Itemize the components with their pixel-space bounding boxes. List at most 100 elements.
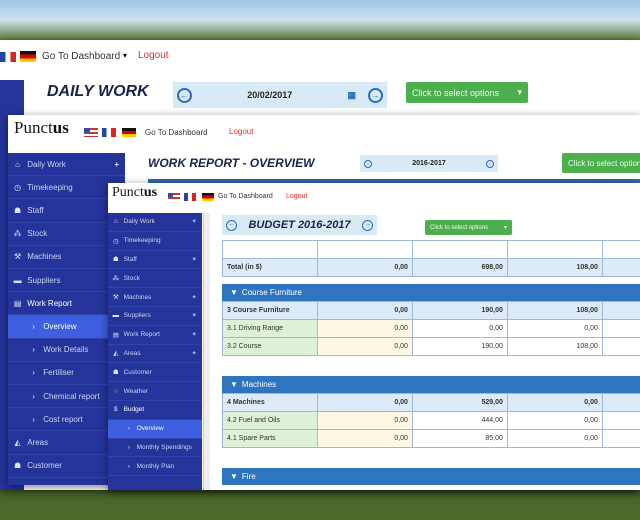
- sidebar-item-monthly-plan[interactable]: › Monthly Plan: [108, 457, 202, 477]
- sidebar-item-label: Staff: [27, 205, 44, 215]
- sidebar-item-areas[interactable]: ◭ Areas +: [108, 345, 202, 364]
- section-header-machines[interactable]: ▼ Machines: [222, 376, 640, 393]
- select-options-button[interactable]: Click to select options: [562, 153, 640, 173]
- section-header-fire[interactable]: ▼ Fire: [222, 468, 640, 485]
- sidebar-item-customer[interactable]: ☗ Customer: [108, 363, 202, 383]
- scrollbar[interactable]: [203, 213, 210, 490]
- sidebar-item-label: Work Details: [43, 345, 89, 355]
- flag-fr-icon[interactable]: [102, 128, 116, 137]
- prev-arrow-icon[interactable]: -: [364, 159, 372, 168]
- select-options-button[interactable]: Click to select options ▾: [425, 220, 512, 235]
- table-cell[interactable]: 0,00: [316, 429, 413, 448]
- caret-down-icon[interactable]: ▾: [123, 51, 128, 60]
- sidebar-item-daily-work[interactable]: ⌂ Daily Work +: [108, 213, 202, 232]
- table-cell: 0,00: [411, 319, 508, 338]
- table-cell[interactable]: 0,00: [316, 337, 413, 356]
- sidebar-item-label: Customer: [27, 461, 62, 471]
- sidebar-item-timekeeping[interactable]: ◷ Timekeeping: [108, 232, 202, 251]
- sidebar-item-label: Daily Work: [123, 218, 155, 226]
- sidebar-item-cost-report[interactable]: › Cost report: [8, 408, 125, 432]
- flag-fr-icon[interactable]: [0, 52, 16, 62]
- sidebar-item-timekeeping[interactable]: ◷ Timekeeping: [8, 176, 125, 200]
- expand-plus-icon[interactable]: +: [192, 331, 196, 339]
- logout-link[interactable]: Logout: [138, 50, 169, 61]
- expand-plus-icon[interactable]: +: [192, 293, 196, 301]
- sidebar-item-fertiliser[interactable]: › Fertiliser: [8, 362, 125, 385]
- flag-fr-icon[interactable]: [184, 193, 196, 201]
- flag-de-icon[interactable]: [20, 51, 36, 62]
- go-to-dashboard-link[interactable]: Go To Dashboard: [42, 51, 121, 62]
- clock-icon: ◷: [112, 237, 119, 245]
- sidebar-item-monthly-spendings[interactable]: › Monthly Spendings: [108, 439, 202, 458]
- sidebar-item-label: Staff: [123, 255, 137, 263]
- sidebar-item-stock[interactable]: ⁂ Stock: [108, 269, 202, 289]
- sidebar-item-chemical-report[interactable]: › Chemical report: [8, 385, 125, 409]
- punctus-logo: Punctus: [112, 185, 158, 200]
- expand-plus-icon[interactable]: +: [192, 349, 196, 357]
- sidebar-item-daily-work[interactable]: ⌂ Daily Work +: [8, 153, 125, 177]
- sidebar-item-work-report[interactable]: ▤ Work Report: [8, 292, 125, 316]
- expand-plus-icon[interactable]: +: [192, 312, 196, 320]
- table-cell: Total (in $): [222, 258, 318, 277]
- sidebar-item-machines[interactable]: ⚒ Machines: [8, 246, 125, 269]
- users-icon: ☗: [14, 461, 22, 471]
- sidebar-item-work-details[interactable]: › Work Details: [8, 339, 125, 362]
- home-icon: ⌂: [15, 159, 21, 169]
- sidebar-item-stock[interactable]: ⁂ Stock: [8, 223, 125, 246]
- expand-plus-icon[interactable]: +: [192, 218, 196, 226]
- sidebar-item-staff[interactable]: ☗ Staff: [8, 199, 125, 223]
- sidebar-item-budget[interactable]: $ Budget: [108, 401, 202, 420]
- table-cell: [411, 240, 508, 259]
- table-cell: 0,00: [316, 301, 413, 320]
- sidebar-item-overview[interactable]: › Overview: [108, 419, 202, 439]
- logout-link[interactable]: Logout: [286, 193, 308, 200]
- sidebar-item-machines[interactable]: ⚒ Machines +: [108, 288, 202, 307]
- chart-area-icon: ◭: [14, 437, 21, 447]
- table-cell: 3.1 Driving Range: [222, 319, 318, 338]
- sidebar-item-areas[interactable]: ◭ Areas: [8, 431, 125, 455]
- next-arrow-icon[interactable]: →: [368, 87, 383, 103]
- table-cell: [506, 240, 603, 259]
- section-header-course-furniture[interactable]: ▼ Course Furniture: [222, 284, 640, 301]
- select-options-button[interactable]: Click to select options ▾: [406, 82, 528, 103]
- sidebar-item-label: Timekeeping: [27, 182, 73, 192]
- table-cell: 108,00: [506, 258, 603, 277]
- go-to-dashboard-link[interactable]: Go To Dashboard: [218, 193, 273, 200]
- flag-us-icon[interactable]: [168, 193, 180, 201]
- table-cell: 444,00: [411, 411, 508, 430]
- year-picker: - 2016-2017 -: [360, 155, 498, 172]
- sidebar-item-work-report[interactable]: ▤ Work Report +: [108, 326, 202, 345]
- sidebar-item-label: Suppliers: [123, 312, 151, 320]
- page-title: DAILY WORK: [47, 83, 149, 100]
- prev-arrow-icon[interactable]: ←: [177, 87, 192, 103]
- sidebar-item-label: Customer: [123, 368, 152, 376]
- prev-arrow-icon[interactable]: ←: [226, 219, 237, 231]
- flag-de-icon[interactable]: [202, 193, 214, 201]
- sidebar-item-customer[interactable]: ☗ Customer: [8, 455, 125, 478]
- sidebar-item-label: Weather: [123, 387, 149, 395]
- logout-link[interactable]: Logout: [229, 127, 254, 136]
- expand-plus-icon[interactable]: +: [192, 255, 196, 263]
- next-arrow-icon[interactable]: →: [361, 219, 373, 231]
- chevron-right-icon: ›: [32, 368, 35, 378]
- sidebar-item-weather[interactable]: ○ Weather: [108, 382, 202, 401]
- sidebar-item-overview[interactable]: › Overview: [8, 315, 125, 339]
- expand-plus-icon[interactable]: +: [114, 159, 119, 169]
- calendar-icon[interactable]: ▦: [347, 89, 356, 100]
- sidebar-item-suppliers[interactable]: ▬ Suppliers: [8, 269, 125, 293]
- sidebar-item-staff[interactable]: ☗ Staff +: [108, 251, 202, 270]
- sidebar-item-label: Cost report: [43, 414, 83, 424]
- year-value[interactable]: 2016-2017: [412, 160, 446, 167]
- dollar-icon: $: [113, 406, 118, 414]
- flag-us-icon[interactable]: [84, 128, 98, 137]
- date-value[interactable]: 20/02/2017: [247, 90, 293, 100]
- sidebar-item-suppliers[interactable]: ▬ Suppliers +: [108, 307, 202, 326]
- go-to-dashboard-link[interactable]: Go To Dashboard: [145, 128, 208, 137]
- flag-de-icon[interactable]: [122, 128, 136, 137]
- clock-icon: ◷: [14, 182, 22, 192]
- table-cell[interactable]: 0,00: [316, 411, 413, 430]
- next-arrow-icon[interactable]: -: [485, 159, 494, 168]
- table-cell[interactable]: 0,00: [316, 319, 413, 338]
